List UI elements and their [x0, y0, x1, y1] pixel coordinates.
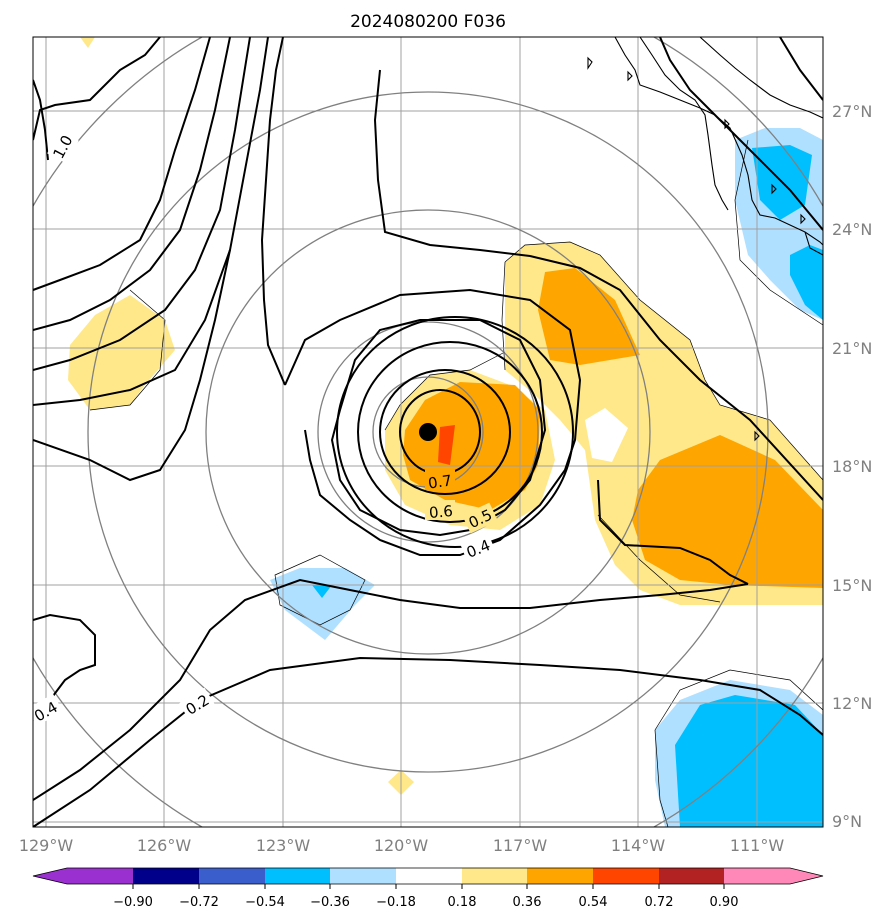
lon-label: 111°W	[730, 836, 785, 855]
lon-label: 129°W	[19, 836, 74, 855]
colorbar-max-extend	[790, 868, 823, 884]
colorbar-tick-label: 0.36	[513, 895, 542, 910]
longitude-labels: 129°W 126°W 123°W 120°W 117°W 114°W 111°…	[19, 836, 785, 855]
colorbar-tick-label: 0.72	[645, 895, 674, 910]
colorbar-tick-label: 0.54	[579, 895, 608, 910]
lon-label: 126°W	[137, 836, 192, 855]
latitude-labels: 27°N 24°N 21°N 18°N 15°N 12°N 9°N	[832, 102, 872, 831]
colorbar-min-extend	[33, 868, 67, 884]
colorbar-swatch	[67, 868, 133, 884]
contour-label-0-7: 0.7	[427, 471, 453, 492]
lon-label: 114°W	[611, 836, 666, 855]
colorbar-swatch	[659, 868, 724, 884]
range-rings	[33, 37, 823, 827]
colorbar-tick-label: −0.18	[376, 895, 416, 910]
map-frame	[32, 36, 824, 828]
colorbar-tick-label: −0.54	[245, 895, 285, 910]
lat-label: 27°N	[832, 102, 872, 121]
shading-outlines	[89, 139, 823, 827]
colorbar-swatch	[462, 868, 527, 884]
colorbar-tick-label: −0.36	[310, 895, 350, 910]
colorbar: −0.90 −0.72 −0.54 −0.36 −0.18 0.18 0.36 …	[32, 867, 824, 910]
lat-label: 21°N	[832, 339, 872, 358]
map-gridlines	[33, 37, 823, 827]
lat-label: 9°N	[832, 812, 862, 831]
colorbar-swatch	[199, 868, 265, 884]
colorbar-swatch	[724, 868, 790, 884]
lat-label: 12°N	[832, 694, 872, 713]
lat-label: 15°N	[832, 576, 872, 595]
map-plot: 1.0 0.7 0.6 0.5 0.4 0.2 0.4	[33, 37, 823, 827]
colorbar-swatch	[133, 868, 199, 884]
colorbar-tick-label: 0.18	[448, 895, 477, 910]
lat-label: 24°N	[832, 220, 872, 239]
colorbar-swatch	[330, 868, 396, 884]
lon-label: 120°W	[374, 836, 429, 855]
map-title: 2024080200 F036	[350, 12, 506, 32]
contour-label-0-6: 0.6	[428, 502, 453, 522]
height-contours	[33, 37, 823, 827]
colorbar-swatch	[527, 868, 593, 884]
lon-label: 123°W	[256, 836, 311, 855]
colorbar-swatch	[265, 868, 330, 884]
lon-label: 117°W	[493, 836, 548, 855]
colorbar-tick-label: −0.72	[179, 895, 219, 910]
colorbar-tick-label: −0.90	[113, 895, 153, 910]
storm-center-marker	[419, 423, 437, 441]
colorbar-swatch	[593, 868, 659, 884]
coastline	[587, 37, 823, 442]
lat-label: 18°N	[832, 457, 872, 476]
colorbar-swatch	[396, 868, 462, 884]
colorbar-tick-label: 0.90	[710, 895, 739, 910]
